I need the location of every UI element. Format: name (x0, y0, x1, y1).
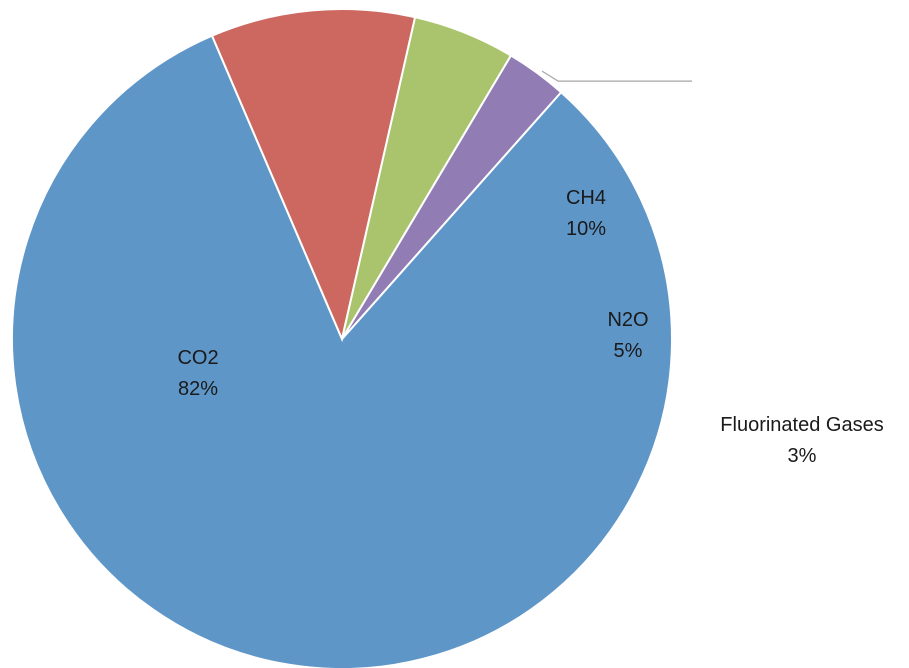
pie-slice-co2 (11, 34, 673, 668)
slice-percent: 5% (614, 340, 643, 362)
pie-slices (11, 8, 673, 668)
pie-slice-ch4 (210, 8, 417, 343)
slice-label-fluorinated-gases: Fluorinated Gases 3% (720, 414, 883, 467)
slice-name: CO2 (177, 347, 218, 369)
slice-name: N2O (607, 309, 648, 331)
slice-label-n2o: N2O 5% (607, 309, 648, 362)
slice-name: Fluorinated Gases (720, 414, 883, 436)
pie-slice-fluorinated-gases (341, 54, 563, 340)
leader-lines (541, 70, 692, 82)
slice-percent: 10% (566, 218, 606, 240)
slice-percent: 82% (178, 378, 218, 400)
slice-percent: 3% (788, 445, 817, 467)
slice-label-ch4: CH4 10% (566, 187, 606, 240)
slice-label-co2: CO2 82% (177, 347, 218, 400)
slice-labels: CO2 82%CH4 10%N2O 5%Fluorinated Gases 3% (177, 187, 883, 467)
leader-line-fluorinated-gases (541, 70, 692, 82)
slice-name: CH4 (566, 187, 606, 209)
